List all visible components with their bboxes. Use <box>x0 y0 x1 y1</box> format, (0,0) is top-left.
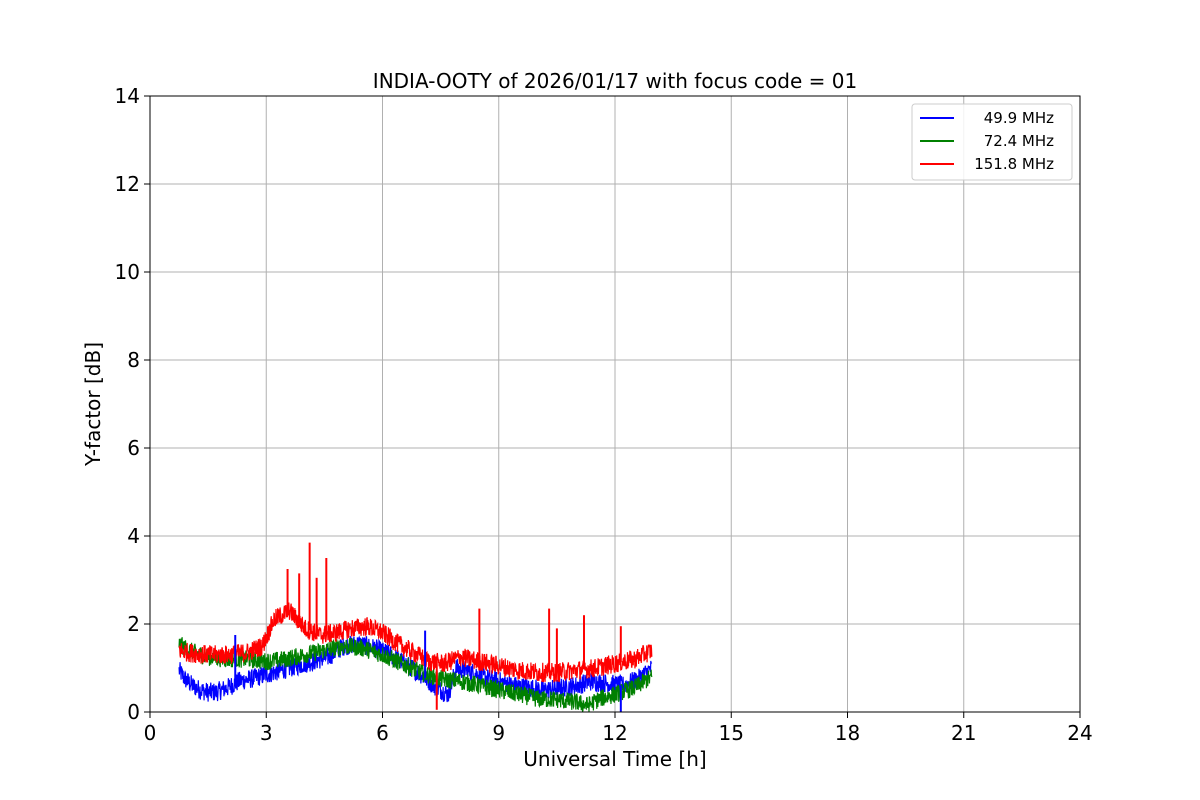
series-line-1 <box>178 637 653 713</box>
x-tick-label: 18 <box>835 721 860 745</box>
x-tick-label: 12 <box>602 721 627 745</box>
x-axis-label: Universal Time [h] <box>523 747 706 771</box>
legend-label: 151.8 MHz <box>974 155 1054 173</box>
x-tick-label: 0 <box>144 721 157 745</box>
y-tick-label: 0 <box>127 700 140 724</box>
y-tick-label: 4 <box>127 524 140 548</box>
y-tick-label: 12 <box>115 172 140 196</box>
x-tick-label: 15 <box>719 721 744 745</box>
legend-box <box>911 103 1073 181</box>
legend-label: 49.9 MHz <box>984 109 1054 127</box>
series-line-0 <box>178 635 653 703</box>
y-tick-label: 2 <box>127 612 140 636</box>
y-tick-label: 10 <box>115 260 140 284</box>
x-tick-label: 24 <box>1067 721 1092 745</box>
x-tick-label: 9 <box>492 721 505 745</box>
plot-series <box>178 542 653 713</box>
legend: 49.9 MHz 72.4 MHz 151.8 MHz <box>911 103 1073 181</box>
x-tick-label: 21 <box>951 721 976 745</box>
y-tick-label: 14 <box>115 84 140 108</box>
y-axis-label: Y-factor [dB] <box>81 342 105 467</box>
chart-title: INDIA-OOTY of 2026/01/17 with focus code… <box>373 69 857 93</box>
x-tick-label: 6 <box>376 721 389 745</box>
y-tick-label: 8 <box>127 348 140 372</box>
series-line-2 <box>178 602 653 683</box>
y-tick-label: 6 <box>127 436 140 460</box>
legend-label: 72.4 MHz <box>984 132 1054 150</box>
x-tick-label: 3 <box>260 721 273 745</box>
